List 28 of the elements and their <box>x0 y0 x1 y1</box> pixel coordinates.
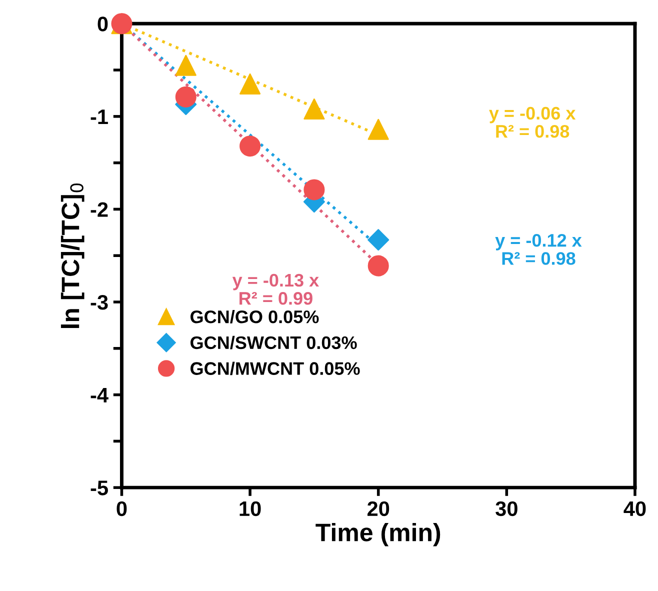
y-tick-label: -5 <box>90 480 108 496</box>
point <box>175 86 196 108</box>
point <box>304 179 325 200</box>
x-tick-label: 10 <box>240 501 261 516</box>
point <box>368 229 390 251</box>
annotation: y = -0.06 x R² = 0.98 <box>489 106 576 138</box>
point <box>368 118 389 140</box>
legend-label: GCN/GO 0.05% <box>190 310 319 324</box>
y-tick-label: -3 <box>90 295 108 310</box>
point <box>175 54 196 76</box>
point <box>240 136 261 157</box>
legend-label: GCN/SWCNT 0.03% <box>190 336 357 350</box>
annotation: y = -0.13 x R² = 0.99 <box>232 274 319 305</box>
legend-label: GCN/MWCNT 0.05% <box>190 362 360 376</box>
point <box>304 98 325 120</box>
x-tick-label: 0 <box>116 501 127 516</box>
x-tick-label: 40 <box>624 501 646 516</box>
point <box>240 73 261 94</box>
y-tick-label: -1 <box>90 110 108 124</box>
y-tick-label: -4 <box>90 388 108 402</box>
y-tick-label: -2 <box>90 202 108 217</box>
x-tick-label: 20 <box>367 501 390 516</box>
x-axis-title: Time (min) <box>316 522 440 546</box>
y-tick-label: 0 <box>98 16 108 32</box>
annotation: y = -0.12 x R² = 0.98 <box>495 234 582 265</box>
x-tick-label: 30 <box>496 501 518 516</box>
y-axis-title: ln [TC]/[TC]$_{0}$ <box>60 183 84 328</box>
point <box>368 255 389 276</box>
